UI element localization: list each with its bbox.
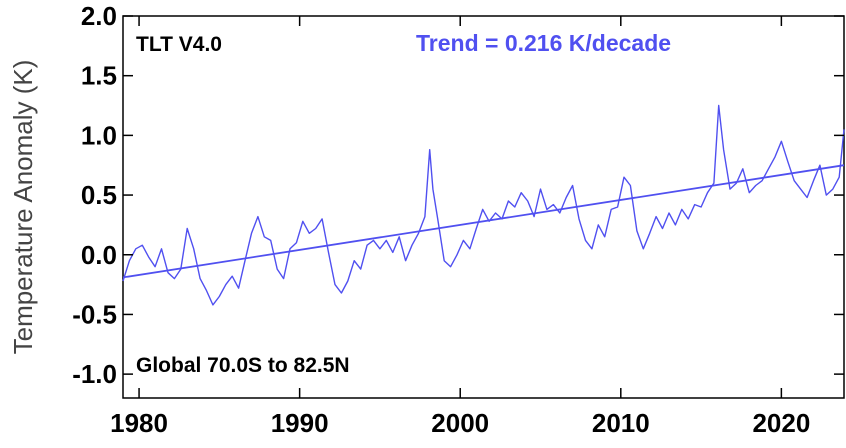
x-tick-label: 2020 — [752, 408, 810, 438]
anomaly-series-line — [122, 104, 845, 306]
y-axis: -1.0 -0.5 0.0 0.5 1.0 1.5 2.0 — [72, 1, 844, 389]
x-tick-label: 1980 — [110, 408, 168, 438]
y-tick-label: -1.0 — [72, 359, 117, 389]
x-tick-label: 2010 — [592, 408, 650, 438]
trend-line — [122, 164, 845, 279]
y-tick-label: 0.5 — [81, 180, 117, 210]
plot-frame — [122, 15, 845, 399]
region-annotation: Global 70.0S to 82.5N — [136, 354, 350, 377]
x-tick-label: 2000 — [431, 408, 489, 438]
plot-area — [122, 15, 845, 399]
y-tick-label: 0.0 — [81, 240, 117, 270]
y-tick-label: 1.0 — [81, 120, 117, 150]
chart-title: TLT V4.0 — [136, 33, 222, 56]
y-tick-label: 1.5 — [81, 61, 117, 91]
x-axis: 1980 1990 2000 2010 2020 — [110, 16, 810, 438]
trend-annotation: Trend = 0.216 K/decade — [416, 30, 671, 56]
y-axis-title: Temperature Anomaly (K) — [8, 60, 38, 355]
x-tick-label: 1990 — [271, 408, 329, 438]
y-tick-label: -0.5 — [72, 299, 117, 329]
y-tick-label: 2.0 — [81, 1, 117, 31]
data-layer — [122, 104, 845, 306]
